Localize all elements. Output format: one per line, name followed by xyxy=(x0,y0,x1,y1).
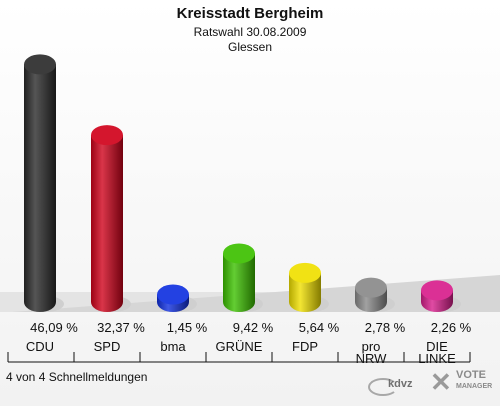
bar-top-cap xyxy=(289,262,321,283)
votemanager-logo-line1: VOTE xyxy=(456,369,486,381)
category-label: GRÜNE xyxy=(216,339,263,354)
kdvz-logo: kdvz xyxy=(368,372,424,396)
bar-cdu xyxy=(24,54,64,312)
bar-bottom-cap xyxy=(289,292,321,312)
bar-die-linke xyxy=(421,280,461,312)
kdvz-swoosh-icon xyxy=(368,378,398,396)
bar-bottom-cap xyxy=(24,292,56,312)
chart-subtitle: Ratswahl 30.08.2009 xyxy=(193,25,307,39)
value-label: 1,45 % xyxy=(167,320,208,335)
chart-title: Kreisstadt Bergheim xyxy=(176,5,324,22)
votemanager-logo-line2: MANAGER xyxy=(456,383,493,390)
chart-subtitle-location: Glessen xyxy=(227,40,273,54)
bar-bottom-cap xyxy=(355,292,387,312)
bar-body xyxy=(24,64,56,303)
bar-top-cap xyxy=(157,284,189,305)
value-label: 5,64 % xyxy=(299,320,340,335)
bar-bottom-cap xyxy=(223,292,255,312)
bar-bottom-cap xyxy=(91,292,123,312)
bar-top-cap xyxy=(223,243,255,264)
category-label: NRW xyxy=(356,351,388,366)
votemanager-x-icon: ✕ xyxy=(430,367,452,397)
category-label: DIE xyxy=(426,339,448,354)
category-label: SPD xyxy=(94,339,121,354)
category-label: bma xyxy=(160,339,186,354)
bar-top-cap xyxy=(421,280,453,301)
category-label: FDP xyxy=(292,339,318,354)
bar-top-cap xyxy=(24,54,56,75)
kdvz-logo-text: kdvz xyxy=(388,378,413,390)
bar-grüne xyxy=(223,243,263,312)
bar-bma xyxy=(157,284,197,312)
value-label: 2,78 % xyxy=(365,320,406,335)
votemanager-logo: ✕ VOTE MANAGER xyxy=(430,368,496,396)
category-label: LINKE xyxy=(418,351,456,366)
report-status: 4 von 4 Schnellmeldungen xyxy=(6,370,148,384)
category-label: pro xyxy=(362,339,381,354)
category-label: CDU xyxy=(26,339,54,354)
value-label: 9,42 % xyxy=(233,320,274,335)
bar-body xyxy=(91,135,123,302)
bar-pro-nrw xyxy=(355,277,395,312)
value-label: 32,37 % xyxy=(97,320,145,335)
bar-top-cap xyxy=(355,277,387,298)
bar-fdp xyxy=(289,262,329,312)
value-label: 2,26 % xyxy=(431,320,472,335)
bar-top-cap xyxy=(91,125,123,146)
bar-spd xyxy=(91,125,131,312)
value-label: 46,09 % xyxy=(30,320,78,335)
